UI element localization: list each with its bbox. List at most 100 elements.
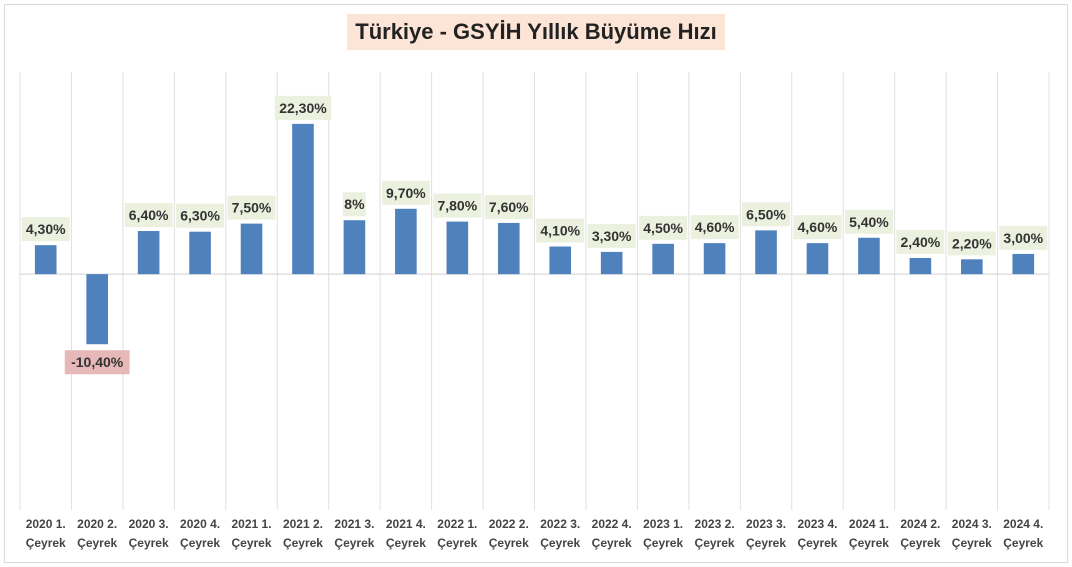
x-tick-label: Çeyrek: [489, 536, 529, 550]
data-label: 7,80%: [437, 198, 477, 214]
data-label: 22,30%: [279, 100, 327, 116]
data-label-bg: [690, 215, 739, 240]
bar: [961, 259, 983, 275]
bar: [806, 243, 829, 275]
data-label: 2,20%: [952, 235, 992, 251]
bar: [343, 220, 366, 275]
bar: [240, 223, 263, 275]
bar: [703, 243, 726, 275]
data-label: 7,50%: [232, 200, 272, 216]
x-tick-label: 2024 4.: [1003, 517, 1043, 531]
data-label-bg: [587, 223, 636, 248]
x-tick-label: 2024 1.: [849, 517, 889, 531]
x-tick-label: Çeyrek: [334, 536, 374, 550]
data-label: 2,40%: [901, 234, 941, 250]
x-tick-label: Çeyrek: [283, 536, 323, 550]
data-label: 8%: [344, 196, 365, 212]
chart-title: Türkiye - GSYİH Yıllık Büyüme Hızı: [347, 14, 725, 50]
bar: [909, 257, 932, 275]
x-tick-label: Çeyrek: [540, 536, 580, 550]
bar: [446, 221, 469, 275]
x-tick-label: 2023 4.: [797, 517, 837, 531]
data-label-bg: [124, 203, 173, 228]
data-label: 6,40%: [129, 207, 169, 223]
x-tick-label: 2020 3.: [129, 517, 169, 531]
x-tick-label: 2020 1.: [26, 517, 66, 531]
data-label: -10,40%: [71, 354, 124, 370]
data-label: 4,60%: [798, 219, 838, 235]
x-tick-label: 2021 3.: [334, 517, 374, 531]
x-tick-label: 2022 3.: [540, 517, 580, 531]
bar: [34, 245, 57, 275]
bar: [549, 246, 572, 275]
bar: [497, 222, 520, 275]
chart-frame: [4, 4, 1068, 563]
bar: [292, 123, 314, 275]
data-label-bg: [433, 193, 482, 218]
data-label-bg: [844, 209, 893, 234]
x-tick-label: Çeyrek: [437, 536, 477, 550]
x-tick-label: Çeyrek: [129, 536, 169, 550]
bar: [395, 208, 417, 275]
data-label-bg: [176, 203, 225, 228]
x-tick-label: Çeyrek: [797, 536, 837, 550]
data-label-bg: [793, 215, 842, 240]
x-tick-label: Çeyrek: [849, 536, 889, 550]
data-label: 3,30%: [592, 228, 632, 244]
x-tick-label: 2021 2.: [283, 517, 323, 531]
data-label: 7,60%: [489, 199, 529, 215]
x-tick-label: 2023 2.: [695, 517, 735, 531]
data-label-bg: [274, 95, 332, 120]
x-tick-label: Çeyrek: [746, 536, 786, 550]
x-tick-label: 2020 4.: [180, 517, 220, 531]
data-label: 4,60%: [695, 219, 735, 235]
x-tick-label: Çeyrek: [77, 536, 117, 550]
bar: [858, 237, 880, 275]
x-tick-label: 2022 2.: [489, 517, 529, 531]
data-label-bg: [64, 350, 130, 375]
data-label-bg: [742, 202, 791, 227]
data-label-bg: [947, 231, 996, 256]
x-tick-label: Çeyrek: [26, 536, 66, 550]
x-tick-label: Çeyrek: [1003, 536, 1043, 550]
x-tick-label: Çeyrek: [952, 536, 992, 550]
chart-title-wrap: Türkiye - GSYİH Yıllık Büyüme Hızı: [0, 14, 1072, 50]
x-tick-label: 2023 1.: [643, 517, 683, 531]
data-label-bg: [227, 195, 276, 220]
bar: [652, 243, 674, 275]
data-label-bg: [381, 180, 430, 205]
x-tick-label: 2022 1.: [437, 517, 477, 531]
data-label: 4,50%: [643, 220, 683, 236]
data-label: 6,30%: [180, 208, 220, 224]
data-label-bg: [896, 229, 945, 254]
x-tick-label: Çeyrek: [900, 536, 940, 550]
x-tick-label: Çeyrek: [180, 536, 220, 550]
x-tick-label: Çeyrek: [695, 536, 735, 550]
data-label: 6,50%: [746, 206, 786, 222]
bar: [86, 274, 108, 345]
x-tick-label: 2023 3.: [746, 517, 786, 531]
data-label: 9,70%: [386, 185, 426, 201]
data-label-bg: [343, 192, 366, 217]
x-tick-label: 2024 3.: [952, 517, 992, 531]
data-label-bg: [639, 215, 688, 240]
x-tick-label: Çeyrek: [232, 536, 272, 550]
data-label-bg: [21, 217, 70, 242]
data-label-bg: [484, 194, 533, 219]
x-tick-label: Çeyrek: [643, 536, 683, 550]
data-label: 4,10%: [540, 223, 580, 239]
x-tick-label: 2020 2.: [77, 517, 117, 531]
x-tick-label: 2021 4.: [386, 517, 426, 531]
data-label: 3,00%: [1003, 230, 1043, 246]
x-tick-label: Çeyrek: [592, 536, 632, 550]
data-label: 4,30%: [26, 221, 66, 237]
bar: [755, 230, 777, 275]
x-tick-label: Çeyrek: [386, 536, 426, 550]
bar: [600, 251, 623, 275]
bar: [1012, 253, 1035, 275]
data-label-bg: [999, 225, 1048, 250]
data-label-bg: [536, 218, 585, 243]
x-tick-label: 2024 2.: [900, 517, 940, 531]
bar: [137, 231, 160, 275]
